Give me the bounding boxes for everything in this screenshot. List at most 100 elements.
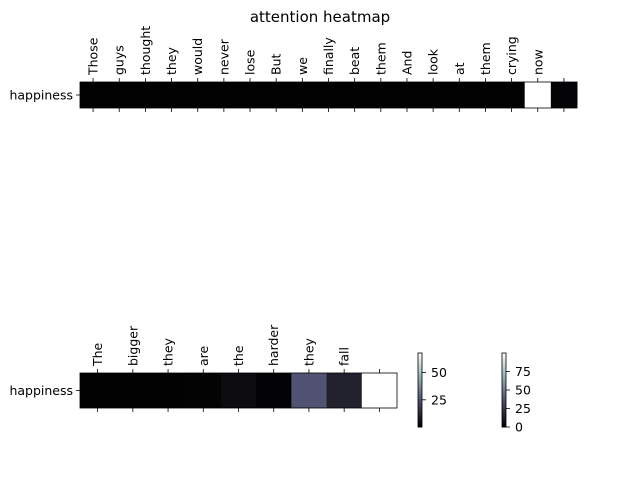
- colorbar-segment: [418, 354, 422, 358]
- heatmap-cell: [236, 82, 264, 108]
- heatmap-cell: [80, 373, 116, 408]
- row-label: happiness: [9, 383, 73, 398]
- colorbar-segment: [502, 397, 506, 400]
- colorbar-tick-label: 0: [515, 420, 523, 435]
- colorbar-segment: [502, 399, 506, 402]
- row-label: happiness: [9, 88, 73, 103]
- heatmap-cell: [367, 82, 395, 108]
- column-label: would: [190, 38, 205, 75]
- colorbar-segment: [418, 375, 422, 378]
- colorbar-segment: [418, 386, 422, 389]
- column-label: never: [216, 38, 231, 75]
- colorbar-segment: [418, 404, 422, 408]
- heatmap-bottom: The bigger they are the harder they fall happine…: [9, 324, 398, 412]
- heatmap-cell: [498, 82, 526, 108]
- colorbar-tick-label: 50: [515, 383, 531, 398]
- colorbar-segment: [502, 412, 506, 415]
- colorbar-segment: [418, 390, 422, 393]
- colorbar-segment: [502, 358, 506, 361]
- colorbar-segment: [502, 404, 506, 408]
- column-label: look: [426, 48, 441, 75]
- colorbar-tick-label: 25: [515, 401, 531, 416]
- colorbar-tick-label: 75: [515, 364, 531, 379]
- colorbar-segment: [502, 380, 506, 383]
- colorbar-segment: [418, 356, 422, 359]
- colorbar-segment: [502, 382, 506, 385]
- heatmap-cell: [115, 373, 151, 408]
- colorbar-segment: [418, 367, 422, 371]
- heatmap-cell: [393, 82, 421, 108]
- heatmap-cell: [326, 373, 363, 408]
- colorbar-segment: [418, 401, 422, 404]
- heatmap-cell: [420, 82, 447, 108]
- colorbar-segment: [502, 408, 506, 411]
- colorbar-segment: [502, 419, 506, 422]
- colorbar-segment: [502, 406, 506, 409]
- colorbar-segment: [502, 386, 506, 389]
- colorbar-segment: [418, 397, 422, 400]
- colorbar-segment: [418, 406, 422, 409]
- colorbar-segment: [502, 356, 506, 359]
- column-label: Those: [86, 37, 101, 76]
- colorbar-segment: [418, 423, 422, 426]
- heatmap-cell: [315, 82, 342, 108]
- heatmap-cell: [106, 82, 133, 108]
- colorbar-segment: [418, 391, 422, 395]
- colorbar-segment: [502, 393, 506, 396]
- colorbar-segment: [502, 371, 506, 374]
- heatmap-cell: [132, 82, 159, 108]
- column-label: The: [90, 342, 105, 367]
- colorbar-segment: [418, 362, 422, 365]
- colorbar-segment: [418, 425, 422, 428]
- heatmap-cell: [158, 82, 186, 108]
- column-label: are: [196, 345, 211, 366]
- colorbar-segment: [418, 421, 422, 424]
- colorbar-segment: [502, 421, 506, 424]
- colorbar-segment: [418, 373, 422, 376]
- column-label: them: [478, 42, 493, 75]
- column-label: they: [161, 337, 176, 366]
- column-label: And: [399, 51, 414, 75]
- colorbar-segment: [502, 367, 506, 371]
- colorbar-segment: [502, 369, 506, 372]
- heatmap-cell: [472, 82, 499, 108]
- colorbar-segment: [418, 377, 422, 380]
- column-label: the: [231, 345, 246, 366]
- colorbar-segment: [418, 419, 422, 422]
- heatmap-cell: [184, 82, 212, 108]
- column-label: thought: [138, 26, 153, 75]
- column-label: guys: [112, 45, 127, 75]
- column-label: them: [373, 42, 388, 75]
- colorbar-segment: [502, 362, 506, 365]
- colorbar-segment: [502, 390, 506, 393]
- colorbar-segment: [502, 410, 506, 413]
- heatmap-cell: [150, 373, 187, 408]
- heatmap-cell: [361, 373, 398, 408]
- colorbar-segment: [502, 353, 506, 356]
- heatmap-cell: [256, 373, 292, 408]
- heatmap-cell: [185, 373, 222, 408]
- colorbar-segment: [418, 399, 422, 402]
- colorbar-segment: [418, 415, 422, 419]
- colorbar-segment: [502, 401, 506, 404]
- heatmap-cell: [220, 373, 257, 408]
- colorbar-segment: [418, 353, 422, 356]
- column-label: beat: [347, 47, 362, 75]
- colorbar-segment: [502, 395, 506, 398]
- column-label: bigger: [125, 325, 140, 366]
- colorbar-segment: [502, 388, 506, 391]
- column-label: finally: [321, 37, 336, 75]
- colorbar-segment: [502, 417, 506, 420]
- colorbar-segment: [502, 402, 506, 406]
- heatmap-cell: [289, 82, 316, 108]
- heatmap-cell: [80, 82, 107, 108]
- colorbar-segment: [418, 412, 422, 415]
- heatmap-cell: [210, 82, 238, 108]
- colorbar-segment: [418, 414, 422, 417]
- colorbar-segment: [418, 393, 422, 396]
- colorbar-segment: [502, 373, 506, 376]
- colorbar-segment: [502, 384, 506, 387]
- colorbar-segment: [418, 371, 422, 374]
- column-label: fall: [337, 347, 352, 366]
